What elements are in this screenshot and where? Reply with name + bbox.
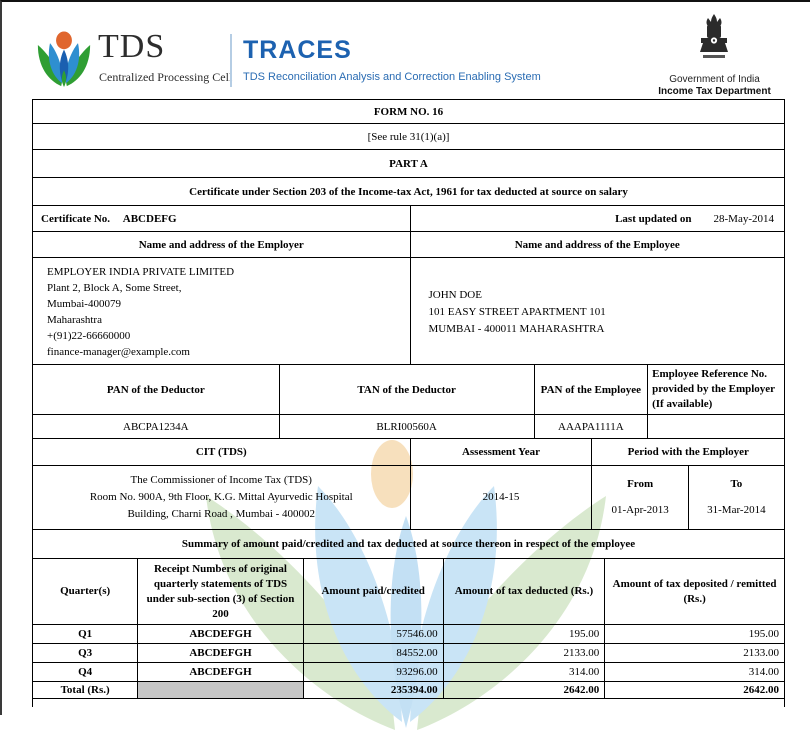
to-label: To <box>730 478 743 490</box>
total-deducted-cell: 2642.00 <box>442 681 606 699</box>
certificate-table: Certificate No. ABCDEFG Last updated on 2… <box>32 205 785 232</box>
total-paid-cell: 235394.00 <box>302 681 444 699</box>
tan-deductor-value: BLRI00560A <box>278 414 535 439</box>
to-date: 31-Mar-2014 <box>707 504 766 516</box>
form-part: PART A <box>32 149 785 178</box>
cit-table: CIT (TDS) Assessment Year Period with th… <box>32 438 786 530</box>
assessment-year-value: 2014-15 <box>409 465 593 530</box>
employee-ref-header: Employee Reference No. provided by the E… <box>647 364 785 415</box>
summary-header-receipt: Receipt Numbers of original quarterly st… <box>137 558 304 625</box>
tds-logo-subtitle: Centralized Processing Cell <box>99 70 233 84</box>
header-divider <box>230 34 232 87</box>
income-tax-department-label: Income Tax Department <box>658 86 771 97</box>
pan-tan-table: PAN of the Deductor TAN of the Deductor … <box>32 364 785 439</box>
deducted-cell: 2133.00 <box>442 643 606 663</box>
quarter-cell: Q3 <box>31 643 139 663</box>
cit-address-line: The Commissioner of Income Tax (TDS) <box>130 474 312 486</box>
employer-header: Name and address of the Employer <box>32 231 411 258</box>
period-from-cell: From 01-Apr-2013 <box>591 465 689 530</box>
government-of-india-label: Government of India <box>669 74 760 85</box>
total-receipt-blank-cell <box>137 681 304 699</box>
tds-flower-logo-icon <box>37 31 91 87</box>
period-header: Period with the Employer <box>591 438 785 466</box>
quarter-cell: Q1 <box>31 624 139 644</box>
form-rule: [See rule 31(1)(a)] <box>32 123 785 150</box>
employer-line: Plant 2, Block A, Some Street, <box>47 282 182 294</box>
certificate-no-label: Certificate No. <box>41 212 111 225</box>
quarter-cell: Q4 <box>31 662 139 682</box>
employer-line: Mumbai-400079 <box>47 298 121 310</box>
form16-body: FORM NO. 16 [See rule 31(1)(a)] PART A C… <box>31 99 786 730</box>
traces-title: TRACES <box>243 36 352 64</box>
form-title: FORM NO. 16 <box>32 99 785 124</box>
tan-deductor-header: TAN of the Deductor <box>278 364 535 415</box>
pan-deductor-header: PAN of the Deductor <box>32 364 280 415</box>
employer-line: finance-manager@example.com <box>47 346 190 358</box>
paid-cell: 84552.00 <box>302 643 444 663</box>
employer-line: Maharashtra <box>47 314 102 326</box>
certificate-line: Certificate under Section 203 of the Inc… <box>32 177 785 206</box>
summary-header-paid: Amount paid/credited <box>302 558 444 625</box>
receipt-cell: ABCDEFGH <box>137 643 304 663</box>
employee-address: JOHN DOE 101 EASY STREET APARTMENT 101 M… <box>409 257 785 365</box>
total-label: Total (Rs.) <box>31 681 139 699</box>
summary-header-quarter: Quarter(s) <box>31 558 139 625</box>
cit-address: The Commissioner of Income Tax (TDS) Roo… <box>32 465 411 530</box>
employee-line: 101 EASY STREET APARTMENT 101 <box>428 305 606 318</box>
pan-deductor-value: ABCPA1234A <box>32 414 280 439</box>
paid-cell: 93296.00 <box>302 662 444 682</box>
deposited-cell: 2133.00 <box>604 643 785 663</box>
period-to-cell: To 31-Mar-2014 <box>687 465 786 530</box>
employee-header: Name and address of the Employee <box>409 231 785 258</box>
summary-row-q1: Q1 ABCDEFGH 57546.00 195.00 195.00 <box>31 624 785 644</box>
deducted-cell: 314.00 <box>442 662 606 682</box>
certificate-no-cell: Certificate No. ABCDEFG <box>32 205 411 232</box>
receipt-cell: ABCDEFGH <box>137 662 304 682</box>
employee-ref-value <box>647 414 785 439</box>
pan-employee-value: AAAPA1111A <box>533 414 649 439</box>
assessment-year-header: Assessment Year <box>409 438 593 466</box>
cit-address-line: Building, Charni Road , Mumbai - 400002 <box>127 508 316 520</box>
title-table: FORM NO. 16 [See rule 31(1)(a)] PART A C… <box>32 99 785 206</box>
paid-cell: 57546.00 <box>302 624 444 644</box>
employee-line: JOHN DOE <box>428 288 482 301</box>
india-emblem-icon <box>700 14 728 58</box>
last-updated-label: Last updated on <box>615 212 692 225</box>
pan-employee-header: PAN of the Employee <box>533 364 649 415</box>
summary-header-deposited: Amount of tax deposited / remitted (Rs.) <box>604 558 785 625</box>
total-deposited-cell: 2642.00 <box>604 681 785 699</box>
next-section-top-border <box>32 698 785 707</box>
cit-address-line: Room No. 900A, 9th Floor, K.G. Mittal Ay… <box>89 491 353 503</box>
receipt-cell: ABCDEFGH <box>137 624 304 644</box>
traces-subtitle: TDS Reconciliation Analysis and Correcti… <box>243 71 541 83</box>
from-label: From <box>627 478 654 490</box>
summary-total-row: Total (Rs.) 235394.00 2642.00 2642.00 <box>31 681 785 699</box>
address-table: Name and address of the Employer Name an… <box>32 231 785 365</box>
deposited-cell: 314.00 <box>604 662 785 682</box>
certificate-no-value: ABCDEFG <box>122 212 177 225</box>
last-updated-cell: Last updated on 28-May-2014 <box>409 205 785 232</box>
summary-title: Summary of amount paid/credited and tax … <box>32 529 785 559</box>
last-updated-value: 28-May-2014 <box>713 212 775 225</box>
from-date: 01-Apr-2013 <box>611 504 669 516</box>
tds-logo-text: TDS <box>98 28 166 65</box>
cit-header: CIT (TDS) <box>32 438 411 466</box>
employer-address: EMPLOYER INDIA PRIVATE LIMITED Plant 2, … <box>32 257 411 365</box>
page-header: TDS Centralized Processing Cell TRACES T… <box>2 2 810 97</box>
employer-line: EMPLOYER INDIA PRIVATE LIMITED <box>47 266 235 278</box>
summary-header-deducted: Amount of tax deducted (Rs.) <box>442 558 606 625</box>
summary-table: Summary of amount paid/credited and tax … <box>31 529 785 699</box>
summary-row-q4: Q4 ABCDEFGH 93296.00 314.00 314.00 <box>31 662 785 682</box>
deducted-cell: 195.00 <box>442 624 606 644</box>
summary-row-q3: Q3 ABCDEFGH 84552.00 2133.00 2133.00 <box>31 643 785 663</box>
deposited-cell: 195.00 <box>604 624 785 644</box>
employer-line: +(91)22-66660000 <box>47 330 131 342</box>
employee-line: MUMBAI - 400011 MAHARASHTRA <box>428 322 605 335</box>
